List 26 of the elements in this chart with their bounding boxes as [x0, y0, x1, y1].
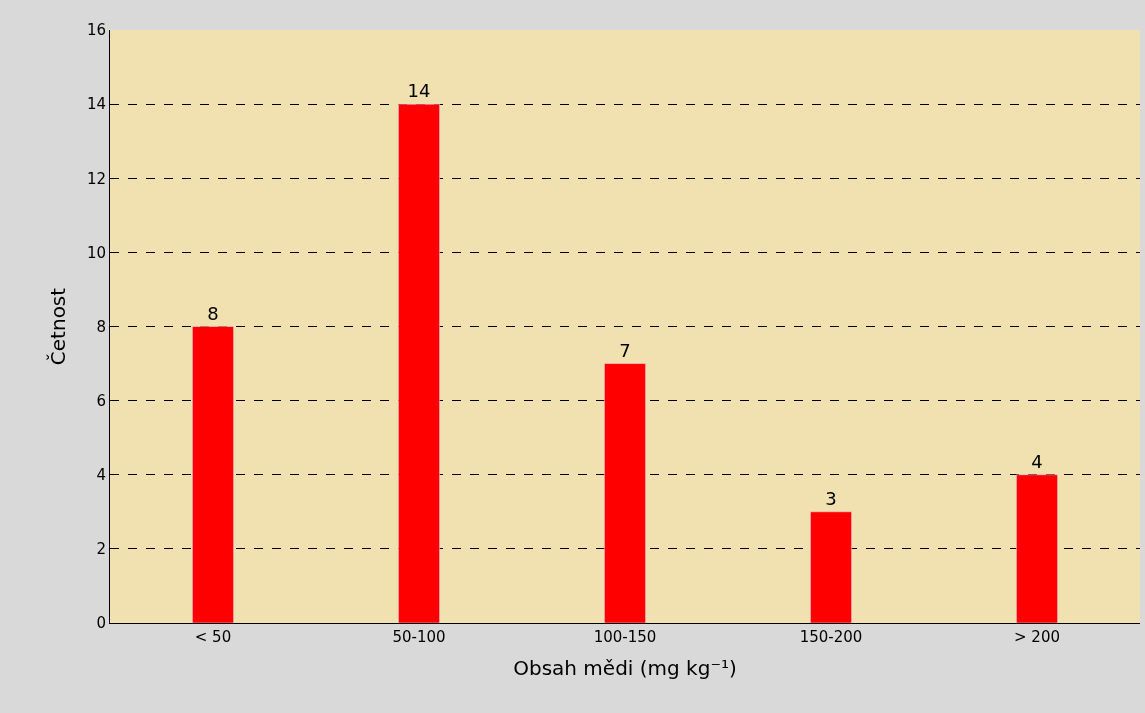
x-tick-label: < 50 [194, 628, 232, 646]
x-tick-label: 50-100 [392, 628, 446, 646]
x-tick-label: 150-200 [799, 628, 863, 646]
bar [1016, 474, 1058, 623]
y-tick-label: 0 [96, 614, 106, 633]
y-tick-label: 14 [86, 95, 106, 114]
x-axis-title: Obsah mědi (mg kg⁻¹) [513, 655, 737, 680]
y-tick-label: 4 [96, 466, 106, 484]
bar [398, 103, 440, 623]
y-tick-label: 2 [96, 540, 106, 559]
y-tick-label: 8 [96, 317, 106, 336]
y-tick-label: 12 [86, 169, 106, 188]
data-label: 14 [407, 80, 431, 102]
x-tick-label: 100-150 [593, 628, 657, 646]
y-axis-title: Četnost [46, 287, 71, 366]
y-tick-label: 6 [96, 391, 106, 410]
y-tick-label: 16 [86, 21, 106, 40]
data-label: 3 [825, 487, 837, 509]
y-tick-label: 10 [86, 243, 106, 262]
bar [604, 363, 646, 623]
x-tick-label: > 200 [1014, 628, 1060, 646]
data-label: 7 [619, 339, 631, 361]
data-label: 4 [1031, 450, 1043, 472]
bar [810, 511, 852, 623]
data-label: 8 [207, 302, 219, 324]
bar [192, 326, 234, 623]
